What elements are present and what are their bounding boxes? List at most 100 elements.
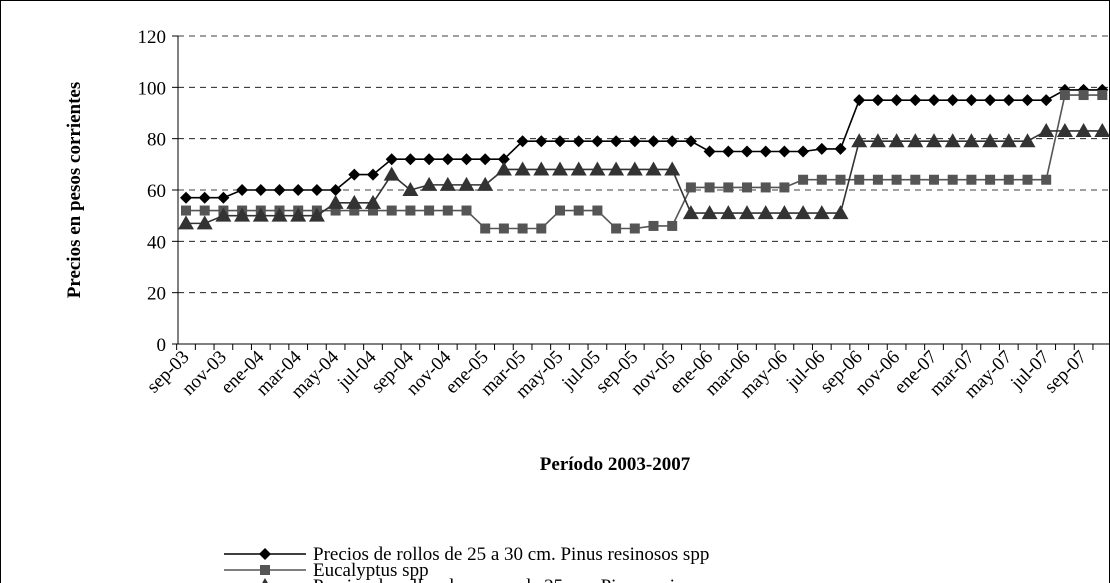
data-point <box>592 205 603 216</box>
data-point <box>982 133 999 148</box>
data-point <box>346 194 363 209</box>
data-point <box>386 205 397 216</box>
data-point <box>308 207 325 222</box>
data-point <box>704 182 715 193</box>
data-point <box>872 174 883 185</box>
data-point <box>495 161 512 176</box>
data-point <box>944 133 961 148</box>
data-point <box>383 166 400 181</box>
data-point <box>739 205 755 220</box>
data-point <box>723 182 734 193</box>
y-tick-label: 80 <box>147 130 166 151</box>
data-point <box>385 153 398 166</box>
data-point <box>589 161 606 176</box>
data-point <box>441 153 454 166</box>
data-point <box>273 184 286 196</box>
data-point <box>535 135 548 148</box>
data-point <box>626 161 643 176</box>
data-point <box>760 182 771 193</box>
data-point <box>178 215 194 230</box>
data-point <box>404 153 417 166</box>
y-axis-title: Precios en pesos corrientes <box>64 82 85 299</box>
data-point <box>368 205 378 216</box>
data-point <box>853 94 866 107</box>
data-point <box>349 205 360 216</box>
data-point <box>180 191 192 204</box>
data-point <box>1022 174 1033 185</box>
data-point <box>667 220 678 231</box>
data-point <box>329 184 342 196</box>
data-point <box>795 205 812 220</box>
data-point <box>910 174 921 185</box>
data-point <box>1075 122 1092 137</box>
data-point <box>570 161 587 176</box>
data-point <box>926 133 942 148</box>
data-point <box>533 161 550 176</box>
data-point <box>759 145 772 158</box>
legend-label: Eucalyptus spp <box>313 560 429 581</box>
data-point <box>815 142 828 155</box>
data-point <box>254 184 267 196</box>
y-tick-label: 40 <box>147 232 166 253</box>
data-point <box>741 145 753 158</box>
data-point <box>198 191 211 204</box>
data-point <box>555 205 565 216</box>
data-point <box>854 174 865 185</box>
data-point <box>477 176 494 191</box>
data-point <box>402 182 419 196</box>
data-point <box>907 133 924 148</box>
data-point <box>480 223 491 234</box>
data-point <box>891 174 902 185</box>
data-point <box>421 176 438 191</box>
data-point <box>1019 133 1036 148</box>
data-point <box>1078 90 1089 101</box>
data-point <box>816 174 827 185</box>
data-point <box>458 176 475 191</box>
data-point <box>330 205 341 216</box>
data-point <box>628 135 641 148</box>
data-point <box>890 94 903 107</box>
y-tick-label: 60 <box>147 181 166 202</box>
data-point <box>984 94 997 107</box>
y-tick-label: 0 <box>157 335 167 356</box>
data-point <box>310 184 323 196</box>
data-point <box>888 133 905 148</box>
data-point <box>946 94 959 107</box>
data-point <box>832 205 849 220</box>
data-point <box>423 153 436 166</box>
data-point <box>199 205 210 216</box>
data-point <box>703 145 716 158</box>
data-point <box>965 94 978 107</box>
x-axis-title: Período 2003-2007 <box>540 454 691 475</box>
data-point <box>947 174 958 185</box>
data-point <box>1056 122 1073 137</box>
data-point <box>1000 133 1017 148</box>
data-point <box>1003 174 1014 185</box>
data-point <box>479 153 492 166</box>
data-point <box>871 94 884 107</box>
data-point <box>909 94 922 107</box>
data-point <box>797 145 810 158</box>
data-point <box>776 205 793 220</box>
data-point <box>1021 94 1034 107</box>
data-point <box>682 205 699 220</box>
data-point <box>439 176 456 191</box>
y-tick-label: 120 <box>138 27 167 48</box>
data-point <box>869 133 886 148</box>
data-point <box>1097 90 1108 101</box>
data-point <box>757 205 774 220</box>
data-point <box>664 161 681 176</box>
data-point <box>778 145 791 158</box>
data-point <box>1040 94 1053 107</box>
data-point <box>629 223 640 234</box>
data-point <box>963 133 980 148</box>
data-point <box>929 174 939 185</box>
data-point <box>536 223 547 234</box>
data-point <box>405 205 416 216</box>
data-point <box>554 135 566 148</box>
data-point <box>514 161 531 176</box>
data-point <box>498 223 509 234</box>
data-point <box>517 223 528 234</box>
